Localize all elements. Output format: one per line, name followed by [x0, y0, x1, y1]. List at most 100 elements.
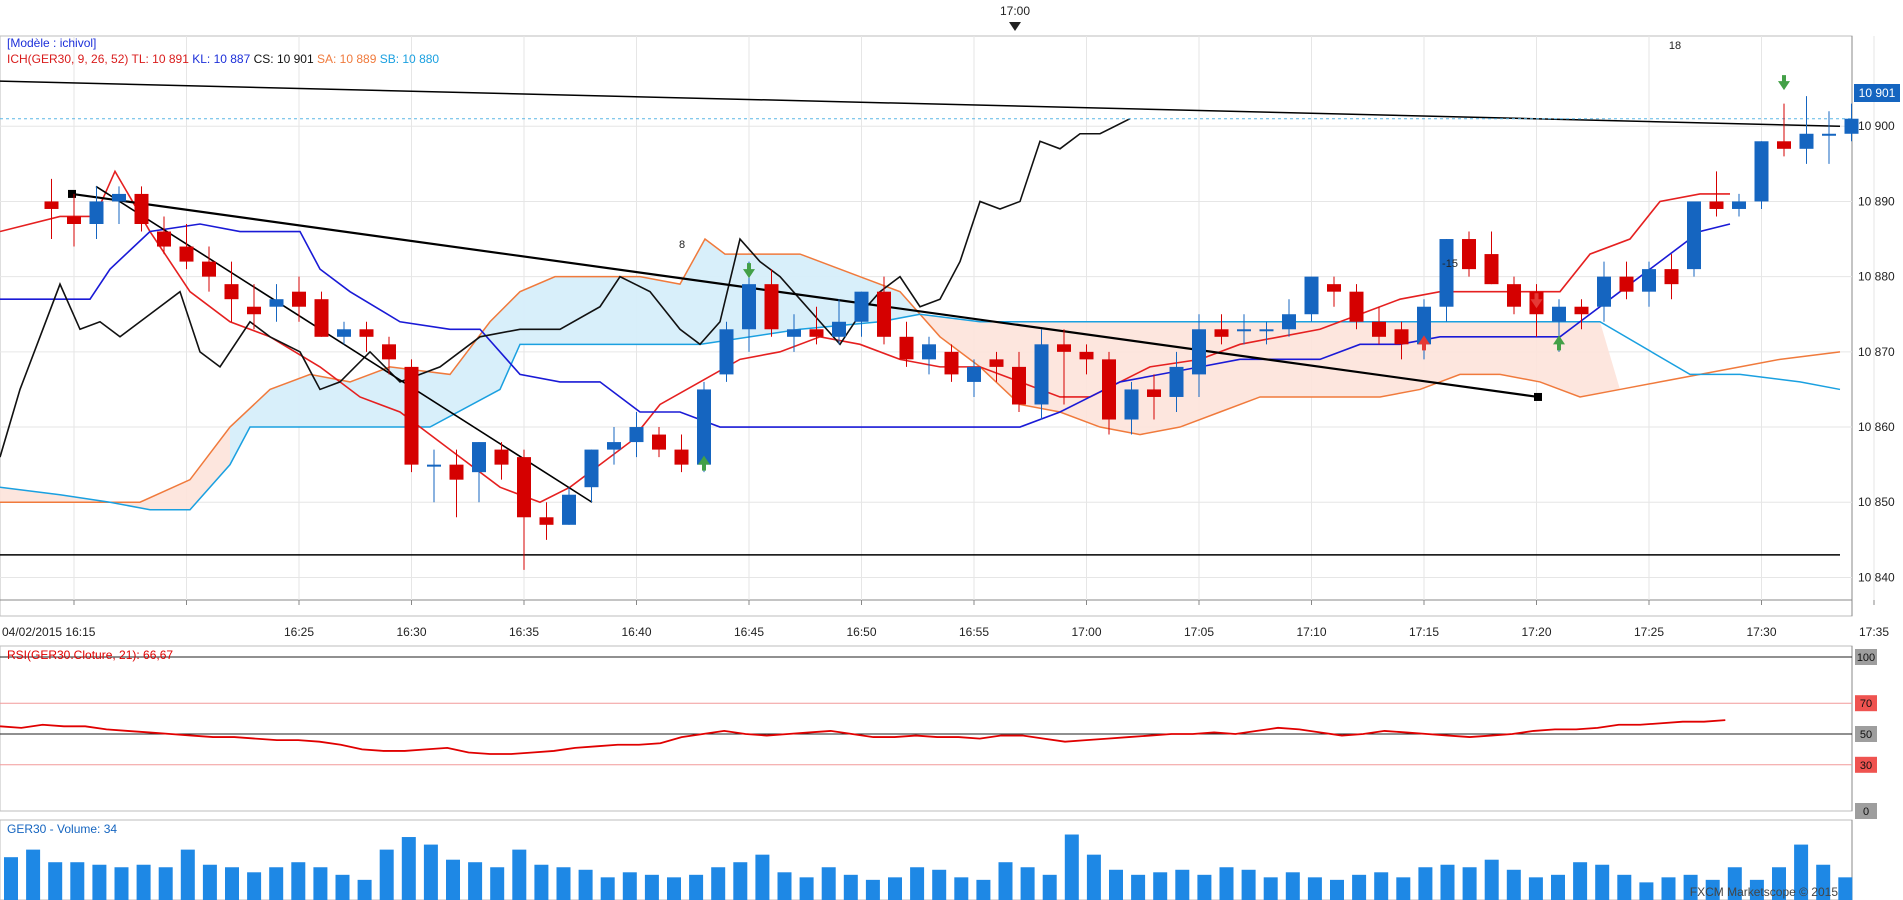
candle-body	[1394, 329, 1409, 345]
volume-bar	[865, 879, 880, 900]
candle-body	[404, 366, 419, 465]
candle-body	[134, 193, 149, 224]
rsi-level-tag-box	[1855, 726, 1877, 742]
volume-bar	[1595, 864, 1610, 900]
candle-body	[89, 201, 104, 224]
candle-body	[562, 494, 576, 525]
x-tick-label: 16:55	[959, 625, 989, 639]
chikou-line	[0, 118, 1131, 458]
candle-body	[1012, 366, 1026, 405]
candle-body	[382, 344, 396, 360]
legend-item: SA: 10 889	[314, 52, 377, 66]
model-label: [Modèle : ichivol]	[7, 36, 96, 50]
signal-arrow-icon	[698, 455, 710, 471]
volume-bar	[534, 864, 549, 900]
legend-item: TL: 10 891	[128, 52, 189, 66]
candle-body	[899, 336, 914, 360]
volume-bar	[158, 867, 173, 900]
x-tick-label: 16:30	[396, 625, 426, 639]
signal-arrow-icon	[1778, 75, 1790, 91]
signal-arrow-icon	[1553, 335, 1565, 351]
volume-bar	[733, 862, 748, 900]
rsi-level-tag: 0	[1863, 806, 1869, 818]
volume-bar	[1352, 874, 1367, 900]
volume-bar	[269, 867, 284, 900]
signal-label-2: -15	[1442, 258, 1458, 270]
volume-bar	[1794, 844, 1809, 900]
candle-body	[472, 442, 486, 473]
volume-bar	[644, 874, 659, 900]
candle-body	[1417, 306, 1431, 345]
candle-body	[1259, 329, 1274, 332]
volume-bar	[335, 874, 350, 900]
candle-body	[1507, 284, 1521, 307]
signal-label-1: 8	[679, 239, 685, 251]
candle-body	[449, 464, 464, 480]
y-tick-label: 10 890	[1858, 194, 1895, 208]
candle-body	[292, 291, 306, 307]
rsi-title: RSI(GER30.Cloture, 21): 66,67	[7, 648, 173, 662]
candle-body	[584, 449, 599, 488]
candle-body	[697, 389, 711, 465]
volume-bar	[932, 869, 947, 900]
signal-arrow-icon	[1530, 293, 1543, 309]
volume-bar	[26, 849, 41, 900]
volume-bar	[247, 872, 262, 900]
x-tick-label: 17:15	[1409, 625, 1439, 639]
y-tick-label: 10 880	[1858, 270, 1895, 284]
legend-item: KL: 10 887	[189, 52, 251, 66]
candle-body	[674, 449, 689, 465]
candle-body	[224, 284, 239, 300]
senkou-b-line	[0, 313, 1841, 511]
candle-body	[314, 299, 329, 337]
rsi-level-tag: 100	[1857, 652, 1875, 664]
candle-body	[629, 427, 644, 443]
volume-bar	[1241, 869, 1256, 900]
volume-bar	[821, 867, 836, 900]
volume-bar	[291, 862, 306, 900]
rsi-series: 100 70 50 30 0	[0, 649, 1877, 819]
candlesticks	[44, 96, 1859, 570]
volume-bar	[1374, 872, 1389, 900]
volume-bar	[1263, 877, 1278, 900]
top-time-marker-label: 17:00	[1000, 4, 1030, 18]
candle-body	[157, 231, 171, 247]
volume-bar	[910, 867, 925, 900]
candle-body	[494, 449, 509, 465]
rsi-level-tag: 70	[1860, 698, 1872, 710]
volume-bar	[578, 869, 593, 900]
candle-body	[247, 306, 261, 315]
volume-bar	[512, 849, 527, 900]
candle-body	[1642, 269, 1656, 292]
x-tick-label: 16:45	[734, 625, 764, 639]
x-tick-label: 17:30	[1746, 625, 1776, 639]
volume-bar	[1307, 877, 1322, 900]
volume-bar	[136, 864, 151, 900]
x-tick-label: 04/02/2015 16:15	[2, 625, 96, 639]
candle-body	[1732, 201, 1746, 209]
y-tick-label: 10 840	[1858, 570, 1895, 584]
volume-bar	[401, 837, 416, 900]
candle-body	[1687, 201, 1701, 270]
volume-bar	[954, 877, 969, 900]
indicator-legend: ICH(GER30, 9, 26, 52) TL: 10 891 KL: 10 …	[7, 52, 439, 66]
annotations	[698, 75, 1790, 471]
legend-item: CS: 10 901	[250, 52, 314, 66]
volume-bar	[70, 862, 85, 900]
signal-arrow-icon	[1418, 335, 1430, 351]
trendline-handle	[1534, 392, 1542, 401]
volume-bar	[998, 862, 1013, 900]
signal-label-3: 18	[1669, 40, 1681, 52]
candle-body	[179, 246, 194, 262]
volume-bar	[1020, 867, 1035, 900]
kijun-line	[0, 223, 1731, 428]
candle-body	[1844, 118, 1859, 134]
candle-body	[359, 329, 374, 337]
candle-body	[967, 366, 981, 382]
volume-bar	[1772, 867, 1786, 900]
volume-bar	[1727, 867, 1742, 900]
candle-body	[1709, 201, 1724, 209]
volume-bar	[4, 857, 18, 900]
candle-body	[1282, 314, 1296, 330]
rsi-level-tag-box	[1855, 649, 1877, 665]
